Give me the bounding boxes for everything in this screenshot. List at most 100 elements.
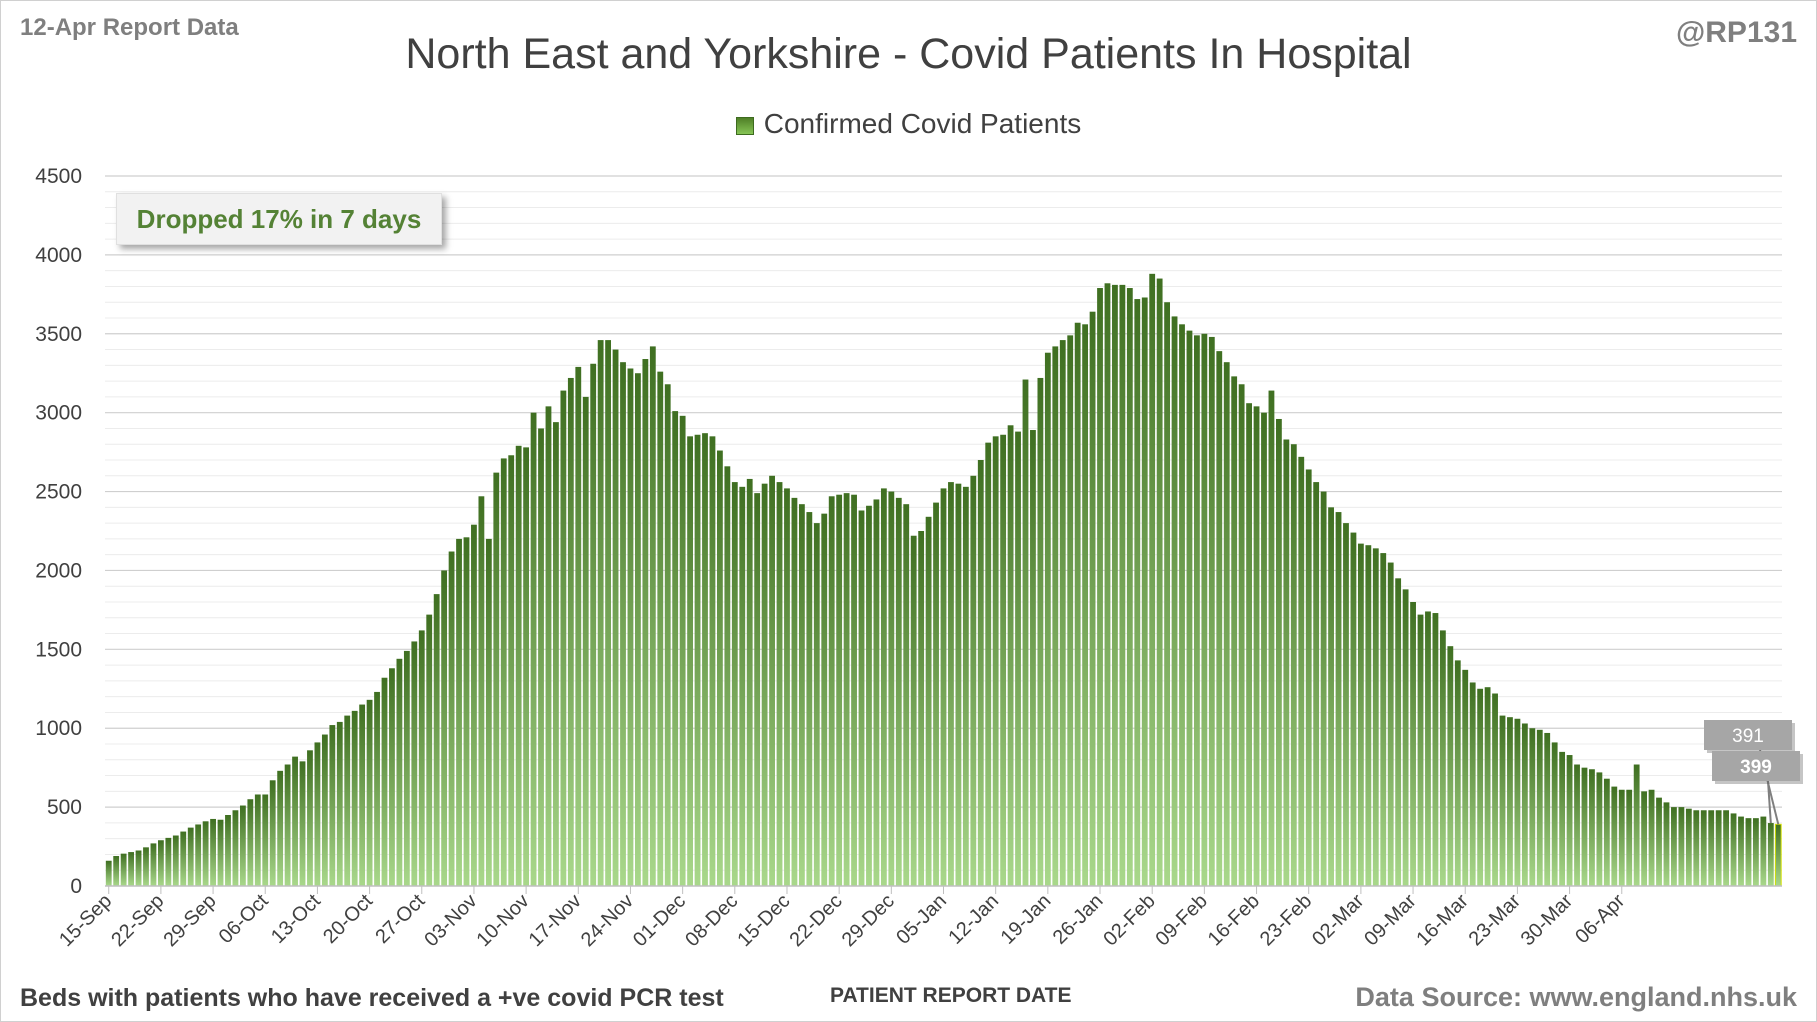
bar — [851, 494, 857, 886]
bar — [374, 691, 380, 886]
bar — [1238, 384, 1245, 886]
bar — [1596, 772, 1603, 886]
bar — [105, 860, 112, 886]
bar — [776, 482, 783, 886]
bar — [1574, 764, 1580, 886]
x-tick-label: 20-Oct — [319, 890, 377, 948]
bar — [679, 415, 686, 886]
bar — [433, 594, 440, 886]
x-tick-label: 27-Oct — [371, 890, 429, 948]
bar — [567, 377, 574, 886]
chart-legend: Confirmed Covid Patients — [0, 108, 1817, 140]
bar — [1708, 810, 1715, 886]
bar — [351, 710, 358, 886]
x-tick-label: 30-Mar — [1517, 890, 1578, 951]
bar — [1335, 512, 1342, 886]
y-tick-label: 1500 — [35, 638, 82, 661]
bar — [866, 505, 872, 886]
bar — [1313, 482, 1320, 886]
bar — [120, 853, 127, 886]
x-tick-label: 26-Jan — [1049, 890, 1108, 949]
bar — [977, 460, 984, 886]
bar — [1149, 273, 1156, 886]
bar — [1514, 718, 1521, 886]
bar — [1223, 362, 1230, 887]
y-tick-label: 2500 — [35, 481, 82, 504]
bar — [1328, 507, 1334, 886]
bar — [1022, 379, 1029, 886]
bar — [1082, 324, 1089, 886]
bar — [1194, 335, 1200, 886]
x-tick-label: 06-Oct — [215, 890, 273, 948]
bar — [940, 488, 947, 886]
bar — [403, 650, 410, 886]
x-tick-label: 23-Feb — [1256, 890, 1316, 950]
bar — [538, 428, 544, 886]
bars — [105, 273, 1782, 887]
x-tick-label: 01-Dec — [629, 890, 690, 951]
x-axis-title: PATIENT REPORT DATE — [830, 984, 1072, 1007]
bar — [858, 510, 865, 886]
bar — [1693, 810, 1700, 886]
y-axis-ticks: 0 500 1000 1500 2000 2500 3000 3500 4000 4500 — [35, 165, 82, 898]
bar — [1141, 297, 1148, 886]
bar — [620, 362, 626, 887]
bar — [1626, 789, 1633, 886]
bar — [880, 488, 887, 886]
bar — [180, 831, 187, 886]
y-tick-label: 3500 — [35, 323, 82, 346]
bar — [992, 436, 999, 886]
bar — [1551, 742, 1558, 886]
bar — [1700, 810, 1707, 886]
bar — [135, 850, 142, 886]
bar — [225, 815, 231, 886]
bar — [1492, 693, 1498, 886]
bar — [292, 756, 298, 886]
y-tick-label: 2000 — [35, 559, 82, 582]
bar — [157, 840, 164, 886]
bar — [515, 445, 522, 886]
legend-swatch — [735, 116, 754, 135]
bar — [1305, 469, 1312, 886]
bar — [1648, 789, 1655, 886]
x-tick-label: 29-Sep — [159, 890, 220, 951]
x-tick-label: 22-Sep — [107, 890, 168, 951]
bar — [1477, 688, 1484, 886]
bar — [1611, 786, 1618, 886]
bar — [232, 810, 239, 886]
bar — [1268, 390, 1275, 886]
bar — [1417, 614, 1424, 886]
bar — [903, 504, 910, 886]
bar — [1566, 755, 1573, 886]
bar — [627, 368, 634, 886]
data-label-leader — [1767, 780, 1772, 824]
bar — [493, 472, 500, 886]
bar — [1633, 764, 1640, 886]
bar — [843, 493, 850, 886]
data-label: 391 — [1732, 726, 1764, 747]
bar — [1208, 336, 1215, 886]
bar — [463, 537, 470, 886]
bar — [187, 827, 194, 886]
bar — [277, 770, 284, 886]
bar — [1641, 791, 1648, 886]
bar — [716, 450, 723, 886]
bar — [724, 466, 731, 886]
bar — [418, 630, 425, 886]
bar — [500, 458, 507, 886]
bar — [1000, 434, 1007, 886]
bar — [560, 390, 567, 886]
bar — [128, 852, 134, 886]
x-tick-label: 09-Feb — [1152, 890, 1212, 950]
bar — [1320, 491, 1327, 886]
x-tick-label: 23-Mar — [1465, 890, 1526, 951]
bar — [813, 523, 820, 886]
report-date-label: 12-Apr Report Data — [20, 14, 239, 41]
bar — [1521, 723, 1528, 886]
bar — [284, 764, 291, 886]
bar — [1402, 589, 1409, 886]
bar — [1723, 810, 1730, 886]
bar — [269, 780, 276, 886]
